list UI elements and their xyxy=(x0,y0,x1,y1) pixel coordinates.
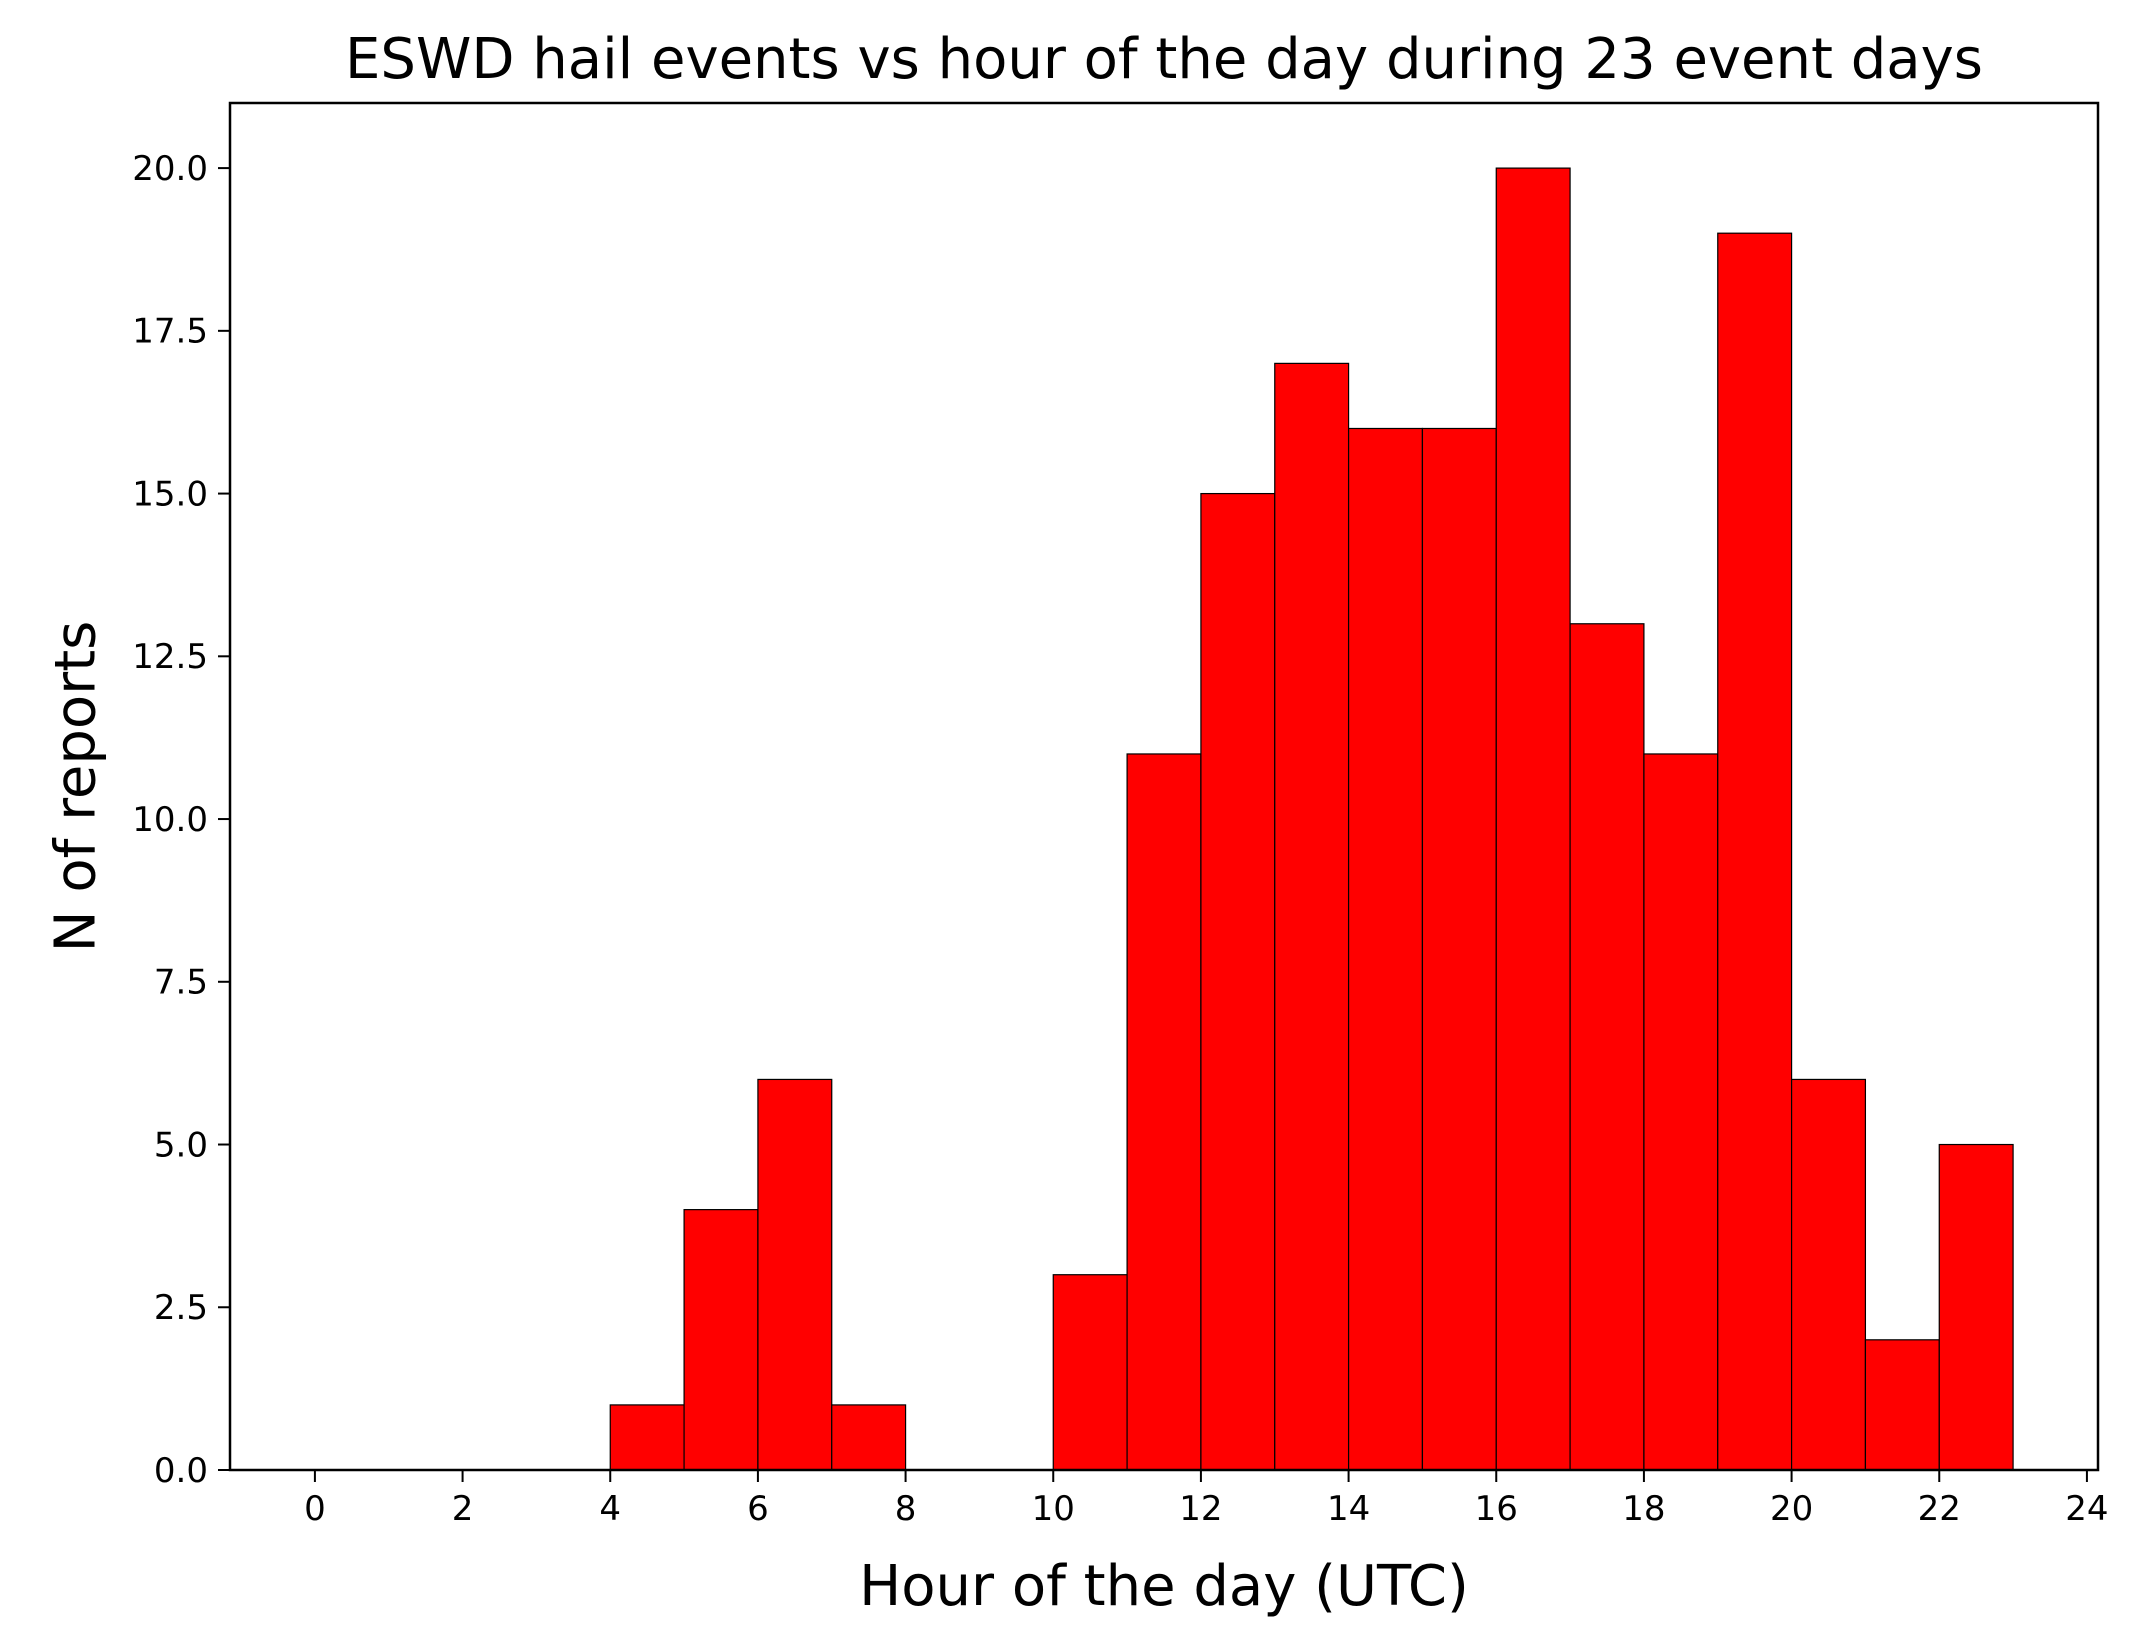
x-tick-label: 6 xyxy=(747,1489,769,1529)
bar-hour-11 xyxy=(1126,753,1202,1471)
x-tick-label: 22 xyxy=(1918,1489,1961,1529)
bar-hour-10 xyxy=(1052,1274,1128,1471)
bar-hour-14 xyxy=(1347,427,1424,1471)
bar-hour-20 xyxy=(1790,1078,1867,1471)
x-tick-label: 12 xyxy=(1179,1489,1222,1529)
y-tick-label: 20.0 xyxy=(132,149,208,189)
x-tick-label: 18 xyxy=(1622,1489,1665,1529)
y-axis-label: N of reports xyxy=(44,621,109,953)
bars-layer xyxy=(609,167,2014,1471)
bar-hour-17 xyxy=(1569,623,1645,1471)
y-tick-label: 17.5 xyxy=(132,312,208,352)
bar-hour-12 xyxy=(1200,492,1276,1471)
bar-hour-18 xyxy=(1643,753,1719,1471)
y-tick-label: 12.5 xyxy=(132,637,208,677)
bar-hour-7 xyxy=(831,1404,907,1471)
x-tick-label: 16 xyxy=(1475,1489,1518,1529)
bar-hour-21 xyxy=(1864,1339,1940,1471)
y-tick-label: 7.5 xyxy=(154,963,208,1003)
bar-hour-13 xyxy=(1274,362,1350,1471)
y-tick-label: 5.0 xyxy=(154,1125,208,1165)
bar-hour-15 xyxy=(1421,427,1497,1471)
x-tick-label: 0 xyxy=(304,1489,326,1529)
chart-title: ESWD hail events vs hour of the day duri… xyxy=(345,27,1983,92)
y-tick-label: 15.0 xyxy=(132,474,208,514)
bar-hour-19 xyxy=(1717,232,1793,1471)
y-tick-label: 0.0 xyxy=(154,1451,208,1491)
bar-hour-6 xyxy=(757,1078,833,1471)
x-tick-label: 2 xyxy=(452,1489,474,1529)
x-tick-label: 4 xyxy=(599,1489,621,1529)
x-tick-label: 8 xyxy=(895,1489,917,1529)
x-tick-label: 20 xyxy=(1770,1489,1813,1529)
x-axis-label: Hour of the day (UTC) xyxy=(859,1554,1469,1619)
bar-hour-5 xyxy=(683,1209,759,1471)
y-tick-label: 10.0 xyxy=(132,800,208,840)
bar-hour-22 xyxy=(1938,1143,2014,1471)
bar-hour-16 xyxy=(1495,167,1571,1471)
y-tick-label: 2.5 xyxy=(154,1288,208,1328)
x-tick-label: 14 xyxy=(1327,1489,1370,1529)
plot-frame xyxy=(228,101,2100,1472)
ticks-layer: 0 2 4 6 8 10 12 14 16 18 20 22 240.02.55.07.510.012.… xyxy=(132,149,2108,1529)
bar-hour-4 xyxy=(609,1404,685,1471)
x-tick-label: 24 xyxy=(2065,1489,2108,1529)
x-tick-label: 10 xyxy=(1032,1489,1075,1529)
